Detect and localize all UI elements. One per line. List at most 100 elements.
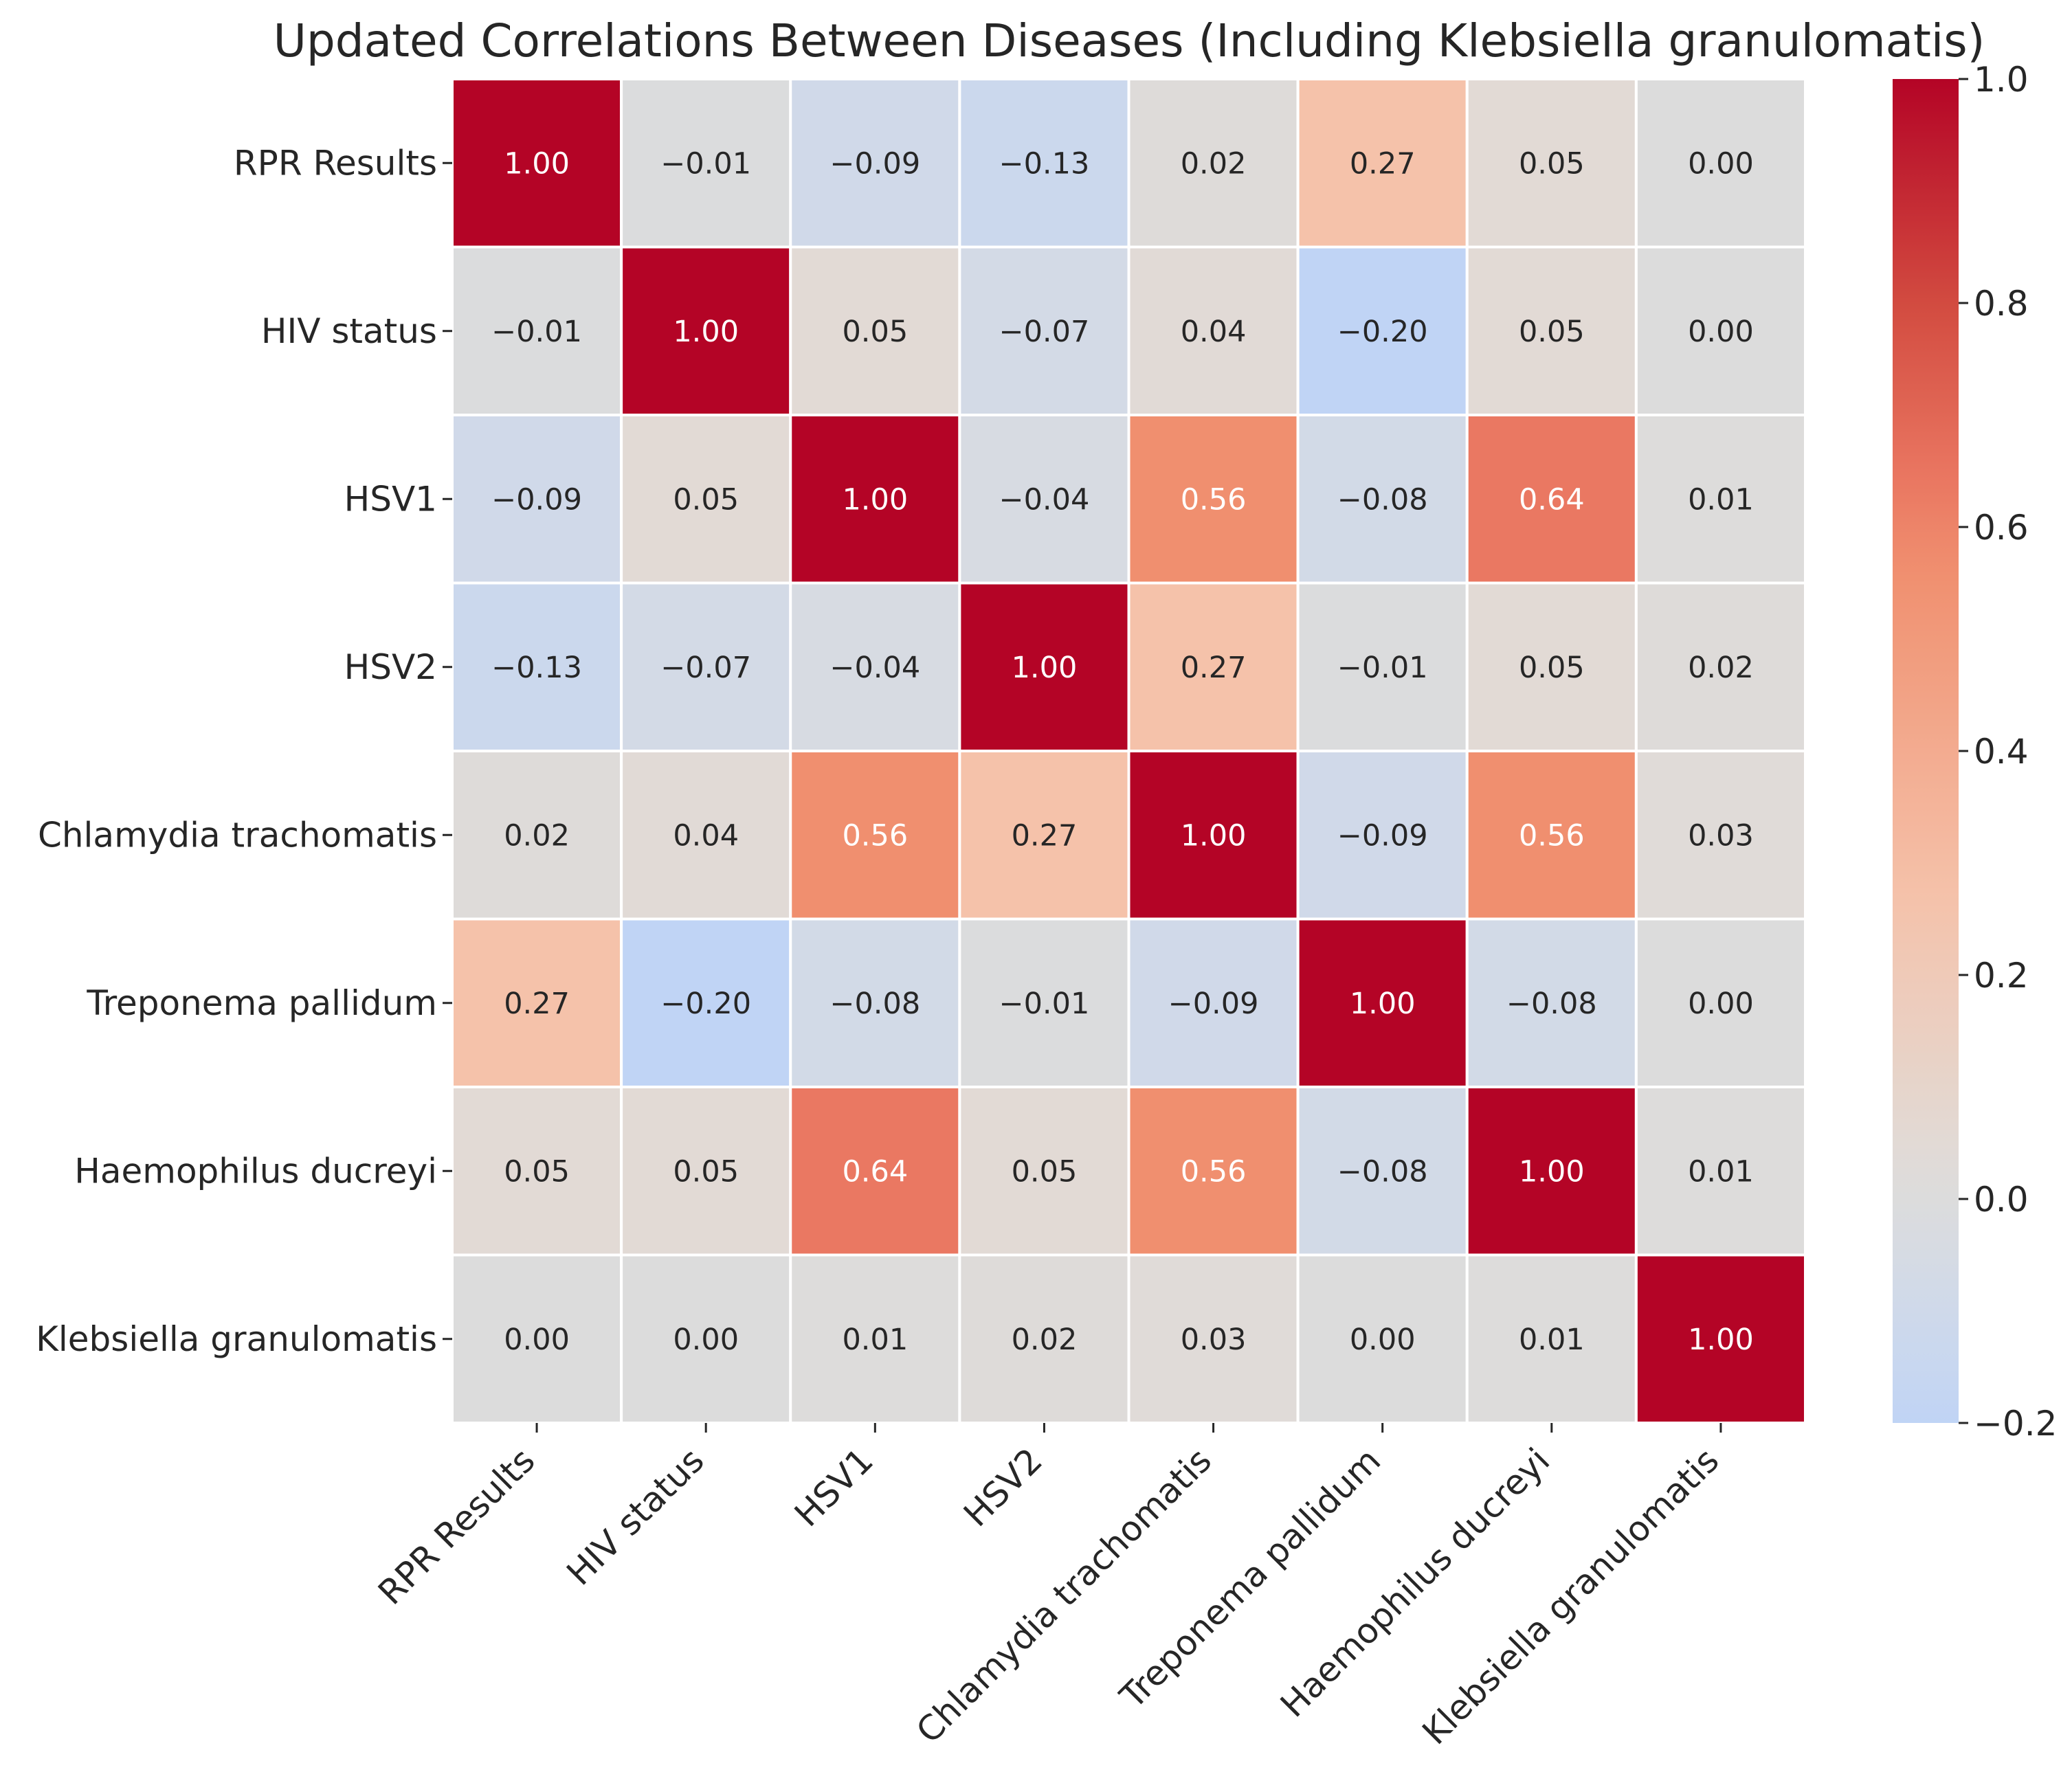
cell-annotation: 1.00 bbox=[1181, 818, 1247, 853]
cell-annotation: −0.04 bbox=[999, 482, 1090, 517]
cell-annotation: 0.27 bbox=[1181, 651, 1247, 685]
heatmap-cell bbox=[1465, 750, 1638, 921]
heatmap-cell bbox=[620, 245, 792, 416]
cell-annotation: 0.00 bbox=[504, 1323, 570, 1357]
x-tick-label: RPR Results bbox=[370, 1440, 542, 1612]
cell-annotation: 0.00 bbox=[673, 1323, 739, 1357]
y-tick-label: HIV status bbox=[261, 311, 437, 351]
heatmap-cell bbox=[620, 78, 792, 249]
y-axis: RPR Results HIV status HSV1 HSV2 Chlamydia t… bbox=[36, 143, 452, 1359]
cell-annotation: 0.27 bbox=[1350, 146, 1416, 181]
cell-annotation: 1.00 bbox=[504, 146, 570, 181]
cell-annotation: −0.20 bbox=[1337, 315, 1428, 349]
cell-annotation: −0.01 bbox=[1337, 651, 1428, 685]
heatmap-cell bbox=[958, 245, 1130, 416]
y-tick-label: Treponema pallidum bbox=[86, 983, 437, 1023]
cell-annotation: −0.13 bbox=[999, 146, 1090, 181]
colorbar-tick-label: 0.4 bbox=[1974, 732, 2029, 772]
cell-annotation: 0.02 bbox=[1012, 1323, 1078, 1357]
cell-annotation: −0.01 bbox=[660, 146, 751, 181]
cell-annotation: −0.09 bbox=[1168, 987, 1259, 1021]
cell-annotation: 0.27 bbox=[504, 987, 570, 1021]
x-tick-label: Haemophilus ducreyi bbox=[1273, 1440, 1557, 1725]
x-tick-label: HSV1 bbox=[787, 1440, 881, 1534]
heatmap-cell bbox=[1127, 414, 1300, 585]
cell-annotation: −0.07 bbox=[999, 315, 1090, 349]
y-tick-label: Haemophilus ducreyi bbox=[74, 1151, 437, 1191]
heatmap-cells: 1.00 −0.01 −0.09 −0.13 0.02 0.27 0.05 0.00 −0.01… bbox=[451, 78, 1807, 1424]
heatmap-cell bbox=[789, 414, 961, 585]
cell-annotation: 0.05 bbox=[1519, 651, 1585, 685]
heatmap-cell bbox=[451, 1086, 623, 1257]
cell-annotation: 0.00 bbox=[1688, 987, 1754, 1021]
heatmap-cell bbox=[620, 917, 792, 1088]
cell-annotation: −0.20 bbox=[660, 987, 751, 1021]
cell-annotation: 1.00 bbox=[1012, 651, 1078, 685]
cell-annotation: −0.08 bbox=[1337, 1154, 1428, 1189]
cell-annotation: −0.01 bbox=[491, 315, 582, 349]
cell-annotation: 0.64 bbox=[1519, 482, 1585, 517]
cell-annotation: 0.02 bbox=[1688, 651, 1754, 685]
heatmap-cell bbox=[958, 581, 1130, 752]
heatmap-cell bbox=[1634, 1253, 1807, 1424]
cell-annotation: 0.01 bbox=[1688, 482, 1754, 517]
x-tick-label: HSV2 bbox=[956, 1440, 1050, 1534]
cell-annotation: 0.27 bbox=[1012, 818, 1078, 853]
cell-annotation: −0.09 bbox=[491, 482, 582, 517]
cell-annotation: 0.03 bbox=[1181, 1323, 1247, 1357]
cell-annotation: 0.56 bbox=[1181, 1154, 1247, 1189]
colorbar-tick-label: 0.8 bbox=[1974, 284, 2029, 324]
heatmap-cell bbox=[1465, 581, 1638, 752]
colorbar-gradient bbox=[1893, 79, 1959, 1423]
heatmap-cell bbox=[1127, 750, 1300, 921]
cell-annotation: 0.01 bbox=[842, 1323, 908, 1357]
cell-annotation: −0.07 bbox=[660, 651, 751, 685]
cell-annotation: 0.05 bbox=[673, 1154, 739, 1189]
cell-annotation: 0.05 bbox=[1012, 1154, 1078, 1189]
colorbar-tick-label: 0.2 bbox=[1974, 956, 2029, 996]
colorbar-tick-label: 0.6 bbox=[1974, 508, 2029, 548]
heatmap-cell bbox=[1465, 917, 1638, 1088]
heatmap-cell bbox=[1127, 1086, 1300, 1257]
heatmap-cell bbox=[1634, 917, 1807, 1088]
heatmap-cell bbox=[1634, 245, 1807, 416]
y-tick-label: RPR Results bbox=[234, 143, 437, 183]
heatmap-cell bbox=[1296, 1086, 1469, 1257]
cell-annotation: 0.04 bbox=[1181, 315, 1247, 349]
cell-annotation: −0.04 bbox=[829, 651, 920, 685]
heatmap-cell bbox=[1127, 1253, 1300, 1424]
cell-annotation: 0.05 bbox=[1519, 146, 1585, 181]
cell-annotation: 0.00 bbox=[1350, 1323, 1416, 1357]
heatmap-cell bbox=[789, 581, 961, 752]
cell-annotation: 1.00 bbox=[673, 315, 739, 349]
cell-annotation: 0.05 bbox=[504, 1154, 570, 1189]
heatmap-cell bbox=[1465, 414, 1638, 585]
heatmap-cell bbox=[1465, 1086, 1638, 1257]
heatmap-cell bbox=[958, 414, 1130, 585]
cell-annotation: 0.01 bbox=[1688, 1154, 1754, 1189]
cell-annotation: 0.64 bbox=[842, 1154, 908, 1189]
cell-annotation: 0.56 bbox=[1519, 818, 1585, 853]
x-tick-label: HIV status bbox=[559, 1440, 712, 1593]
cell-annotation: 0.00 bbox=[1688, 315, 1754, 349]
y-tick-label: Klebsiella granulomatis bbox=[36, 1319, 437, 1359]
y-tick-label: HSV2 bbox=[344, 647, 437, 687]
heatmap-cell bbox=[1127, 917, 1300, 1088]
x-tick-label: Chlamydia trachomatis bbox=[909, 1440, 1219, 1751]
chart-title: Updated Correlations Between Diseases (I… bbox=[274, 14, 1985, 67]
colorbar-tick-label: 1.0 bbox=[1974, 60, 2029, 100]
cell-annotation: −0.09 bbox=[829, 146, 920, 181]
cell-annotation: 0.03 bbox=[1688, 818, 1754, 853]
heatmap-cell bbox=[451, 78, 623, 249]
cell-annotation: 0.56 bbox=[842, 818, 908, 853]
cell-annotation: 0.02 bbox=[1181, 146, 1247, 181]
heatmap-cell bbox=[789, 1086, 961, 1257]
cell-annotation: −0.13 bbox=[491, 651, 582, 685]
cell-annotation: −0.08 bbox=[829, 987, 920, 1021]
heatmap-cell bbox=[1296, 414, 1469, 585]
cell-annotation: 0.01 bbox=[1519, 1323, 1585, 1357]
heatmap-cell bbox=[1296, 78, 1469, 249]
cell-annotation: 1.00 bbox=[1350, 987, 1416, 1021]
colorbar-tick-label: −0.2 bbox=[1974, 1404, 2057, 1444]
